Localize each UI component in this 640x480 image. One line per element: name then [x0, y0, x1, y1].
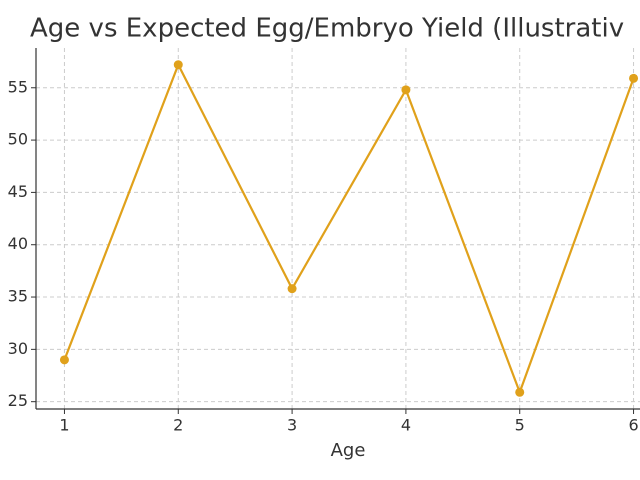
x-tick-label: 3: [287, 416, 297, 435]
point: [59, 355, 69, 365]
y-tick-label: 40: [8, 234, 28, 253]
y-tick-label: 50: [8, 130, 28, 149]
x-axis-label: Age: [331, 440, 366, 461]
x-tick-label: 5: [515, 416, 525, 435]
x-tick-label: 6: [628, 416, 638, 435]
y-tick-label: 30: [8, 339, 28, 358]
point: [401, 85, 411, 95]
point: [287, 284, 297, 294]
point: [515, 387, 525, 397]
y-tick-label: 55: [8, 77, 28, 96]
x-tick-label: 4: [401, 416, 411, 435]
x-tick-label: 2: [173, 416, 183, 435]
point: [173, 60, 183, 70]
x-tick-label: 1: [59, 416, 69, 435]
point: [629, 73, 639, 83]
line: [63, 62, 635, 396]
chart-title: Age vs Expected Egg/Embryo Yield (Illust…: [30, 14, 624, 44]
y-tick-label: 35: [8, 287, 28, 306]
y-tick-label: 45: [8, 182, 28, 201]
y-tick-label: 25: [8, 391, 28, 410]
